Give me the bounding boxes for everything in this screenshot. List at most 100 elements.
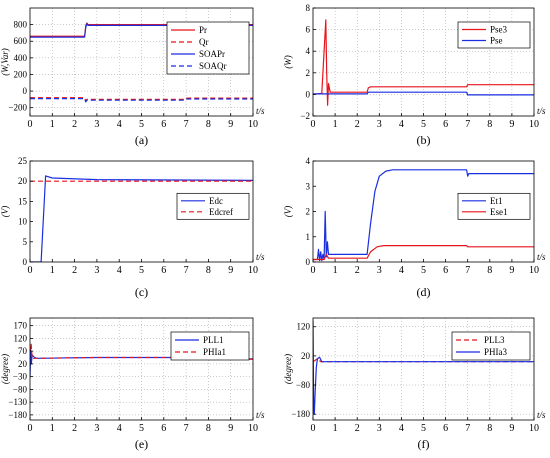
y-tick-label: −80: [296, 380, 311, 390]
x-tick-label: 10: [529, 265, 539, 276]
legend-box: [457, 21, 531, 49]
x-tick-label: 4: [117, 119, 122, 130]
legend-label-edc: Edc: [209, 196, 223, 206]
x-tick-label: 8: [487, 423, 492, 434]
x-tick-label: 10: [248, 265, 258, 276]
x-tick-label: 3: [377, 119, 382, 130]
y-tick-label: 15: [18, 196, 28, 206]
legend-label-edcref: Edcref: [209, 207, 233, 217]
y-tick-label: 20: [18, 176, 28, 186]
x-tick-label: 0: [311, 119, 316, 130]
x-tick-label: 9: [509, 423, 514, 434]
series-group: [313, 169, 534, 262]
legend-box: [170, 331, 250, 361]
legend: PLL1 PHIa1: [170, 331, 250, 361]
series-group: [313, 19, 534, 106]
x-tick-label: 7: [184, 423, 189, 434]
x-tick-label: 4: [117, 423, 122, 434]
x-tick-label: 1: [333, 119, 338, 130]
y-tick-label: −2: [300, 111, 310, 121]
y-tick-label: 70: [18, 346, 28, 356]
x-axis-label: t/s: [256, 410, 265, 420]
panel-e: 0 1 2 3 4 5 6 7 8 9 10 −180 −130 −80 −30 20 70 120 170 t/s (…: [0, 317, 265, 451]
x-tick-label: 6: [443, 265, 448, 276]
legend-label-phia1: PHIa1: [203, 347, 226, 357]
y-tick-label: 2: [306, 207, 311, 217]
x-axis-label: t/s: [537, 410, 546, 420]
y-tick-label: 6: [306, 25, 311, 35]
y-tick-label: 8: [306, 3, 311, 13]
series-line-qr: [30, 97, 253, 102]
panel-caption: (d): [417, 285, 431, 299]
y-tick-label: 800: [14, 20, 28, 30]
series-line-et1: [313, 169, 534, 262]
legend: Pr Qr SOAPr SOAQr: [166, 21, 250, 75]
x-tick-label: 3: [94, 423, 99, 434]
y-tick-label: 200: [14, 69, 28, 79]
x-tick-label: 7: [465, 265, 470, 276]
x-tick-label: 0: [311, 423, 316, 434]
series-group: [30, 175, 253, 262]
panel-caption: (e): [135, 437, 148, 451]
y-axis-label: (W): [283, 55, 293, 69]
y-tick-label: −180: [291, 409, 310, 419]
x-tick-label: 2: [72, 265, 77, 276]
y-tick-label: 25: [18, 156, 28, 166]
x-tick-label: 3: [94, 265, 99, 276]
legend-label-pr: Pr: [199, 25, 207, 35]
x-tick-label: 9: [228, 423, 233, 434]
x-tick-label: 4: [399, 119, 404, 130]
x-tick-label: 5: [421, 265, 426, 276]
y-axis-label: (degree): [0, 354, 10, 384]
legend-box: [176, 192, 250, 220]
legend-label-ese1: Ese1: [490, 207, 508, 217]
x-tick-label: 4: [399, 423, 404, 434]
y-tick-label: −180: [8, 410, 27, 420]
x-tick-label: 1: [50, 423, 55, 434]
panel-f: 0 1 2 3 4 5 6 7 8 9 10 −180 −80 20 120 t/s (degree) (f) PL…: [283, 317, 546, 451]
legend-box: [166, 21, 250, 75]
legend-label-pse: Pse: [490, 36, 503, 46]
x-tick-label: 1: [50, 119, 55, 130]
legend-label-qr: Qr: [199, 37, 209, 47]
y-tick-label: 4: [306, 46, 311, 56]
x-tick-label: 10: [529, 119, 539, 130]
panel-a: 0 1 2 3 4 5 6 7 8 9 10−2000200400600800t/s(W,Var)(…: [0, 7, 265, 147]
y-tick-label: 2: [306, 68, 311, 78]
y-axis-label: (degree): [283, 354, 293, 384]
y-tick-label: −80: [13, 384, 28, 394]
legend-label-soaqr: SOAQr: [199, 61, 227, 71]
panel-caption: (c): [135, 285, 148, 299]
x-tick-label: 5: [139, 265, 144, 276]
panel-caption: (f): [418, 437, 430, 451]
x-tick-label: 7: [465, 119, 470, 130]
x-axis-label: t/s: [537, 252, 546, 262]
legend-label-pll3: PLL3: [484, 335, 505, 345]
legend-label-pll1: PLL1: [203, 335, 224, 345]
y-tick-label: 20: [18, 359, 28, 369]
x-tick-label: 6: [161, 119, 166, 130]
legend-label-pse3: Pse3: [490, 25, 508, 35]
x-tick-label: 0: [28, 119, 33, 130]
x-tick-label: 10: [248, 423, 258, 434]
x-tick-label: 9: [228, 265, 233, 276]
x-tick-label: 6: [161, 423, 166, 434]
y-tick-label: 0: [306, 89, 311, 99]
x-tick-label: 4: [117, 265, 122, 276]
x-tick-label: 10: [248, 119, 258, 130]
x-tick-label: 0: [28, 423, 33, 434]
panel-caption: (b): [417, 133, 431, 147]
x-tick-label: 5: [139, 119, 144, 130]
x-tick-label: 8: [206, 423, 211, 434]
x-tick-label: 3: [377, 423, 382, 434]
series-line-ese1: [313, 245, 534, 261]
x-tick-label: 5: [421, 423, 426, 434]
x-tick-label: 1: [333, 423, 338, 434]
x-tick-label: 2: [355, 265, 360, 276]
x-tick-label: 0: [28, 265, 33, 276]
